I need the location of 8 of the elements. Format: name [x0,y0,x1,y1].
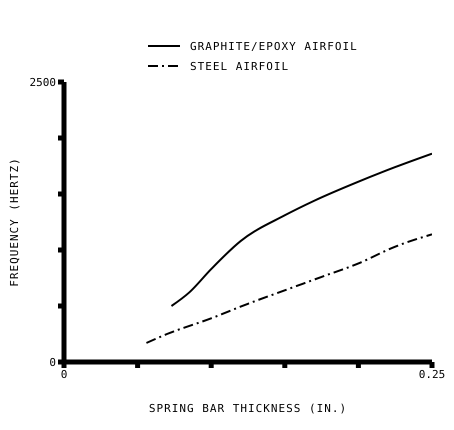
legend-label: STEEL AIRFOIL [190,60,290,72]
y-tick-label: 2500 [30,76,56,89]
line-series [170,152,432,307]
x-axis-title: SPRING BAR THICKNESS (IN.) [148,402,348,415]
legend-label: GRAPHITE/EPOXY AIRFOIL [190,40,358,52]
x-tick-label: 0.25 [418,368,446,381]
line-series [145,233,432,344]
y-axis-title: FREQUENCY (HERTZ) [8,157,21,287]
